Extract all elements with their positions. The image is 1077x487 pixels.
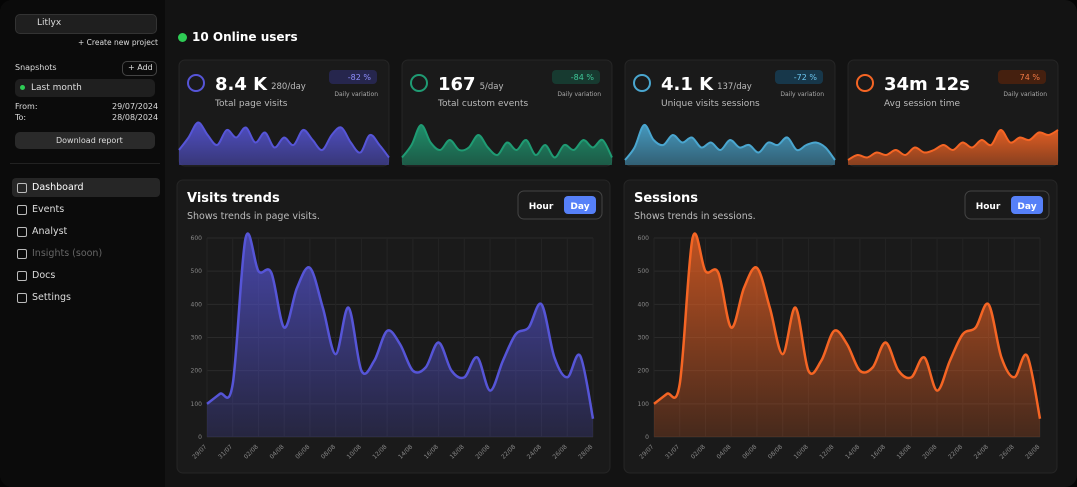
nav-label: Events bbox=[32, 204, 65, 215]
to-date: 28/08/2024 bbox=[112, 113, 159, 122]
sparkline bbox=[624, 124, 836, 161]
online-users: 10 Online users bbox=[192, 30, 298, 44]
snapshots-label: Snapshots bbox=[15, 63, 57, 72]
variation: -82 % bbox=[348, 73, 372, 82]
snapshot-select[interactable] bbox=[15, 79, 155, 97]
nav-label: Dashboard bbox=[32, 182, 84, 193]
from-date: 29/07/2024 bbox=[112, 102, 159, 111]
sparkline-area bbox=[179, 122, 389, 165]
card-icon bbox=[633, 74, 651, 92]
nav-label: Settings bbox=[32, 292, 71, 303]
variation-label: Daily variation bbox=[334, 91, 378, 98]
nav-label: Docs bbox=[32, 270, 56, 281]
create-project[interactable]: + Create new project bbox=[78, 38, 158, 47]
nav-label: Insights (soon) bbox=[32, 248, 103, 259]
toggle-option[interactable]: Hour bbox=[529, 202, 554, 212]
variation-badge bbox=[775, 70, 823, 84]
nav-item[interactable]: Analyst bbox=[12, 222, 160, 241]
chart-title: Sessions bbox=[634, 191, 698, 206]
from-label: From: bbox=[15, 102, 38, 111]
y-tick-label: 100 bbox=[638, 401, 650, 408]
y-tick-label: 500 bbox=[638, 268, 650, 275]
status-dot bbox=[20, 85, 25, 90]
card-value: 167 bbox=[438, 74, 476, 95]
chart-subtitle: Shows trends in page visits. bbox=[187, 211, 320, 222]
download-button[interactable] bbox=[15, 132, 155, 149]
nav-item[interactable]: Insights (soon) bbox=[12, 244, 160, 263]
card-value: 8.4 K bbox=[215, 74, 268, 95]
y-tick-label: 0 bbox=[198, 434, 202, 441]
sparkline bbox=[847, 129, 1059, 161]
project-name: Litlyx bbox=[37, 18, 62, 28]
variation-label: Daily variation bbox=[1003, 91, 1047, 98]
variation-badge bbox=[998, 70, 1046, 84]
online-dot bbox=[178, 33, 187, 42]
add-snapshot[interactable]: + Add bbox=[128, 63, 153, 72]
y-tick-label: 600 bbox=[638, 235, 650, 242]
sparkline bbox=[401, 124, 613, 159]
chart-title: Visits trends bbox=[187, 191, 280, 206]
y-tick-label: 400 bbox=[638, 301, 650, 308]
snapshot: Last month bbox=[31, 83, 82, 93]
nav-item[interactable]: Docs bbox=[12, 266, 160, 285]
sidebar: Litlyx + Create new project Snapshots + … bbox=[0, 0, 165, 487]
sparkline bbox=[178, 121, 390, 159]
project-select[interactable] bbox=[15, 14, 157, 34]
variation: -72 % bbox=[794, 73, 818, 82]
stat-card bbox=[401, 59, 613, 167]
sparkline-area bbox=[402, 124, 612, 165]
y-tick-label: 200 bbox=[191, 368, 203, 375]
card-icon bbox=[856, 74, 874, 92]
card-icon bbox=[187, 74, 205, 92]
card-rate: 5/day bbox=[480, 82, 504, 92]
variation-label: Daily variation bbox=[780, 91, 824, 98]
area bbox=[654, 233, 1040, 437]
card-icon bbox=[410, 74, 428, 92]
chart-subtitle: Shows trends in sessions. bbox=[634, 211, 756, 222]
card-value: 34m 12s bbox=[884, 74, 970, 95]
y-tick-label: 300 bbox=[638, 335, 650, 342]
card-label: Total custom events bbox=[437, 99, 529, 109]
y-tick-label: 100 bbox=[191, 401, 203, 408]
variation: 74 % bbox=[1020, 73, 1041, 82]
card-rate: 137/day bbox=[717, 82, 752, 92]
y-tick-label: 300 bbox=[191, 335, 203, 342]
variation-badge bbox=[552, 70, 600, 84]
nav-item[interactable]: Dashboard bbox=[12, 178, 160, 197]
card-label: Total page visits bbox=[214, 99, 288, 109]
y-tick-label: 200 bbox=[638, 368, 650, 375]
card-rate: 280/day bbox=[271, 82, 306, 92]
toggle-active bbox=[1011, 196, 1043, 214]
sparkline-area bbox=[848, 129, 1058, 165]
toggle-option[interactable]: Hour bbox=[976, 202, 1001, 212]
y-tick-label: 500 bbox=[191, 268, 203, 275]
nav-label: Analyst bbox=[32, 226, 68, 237]
toggle bbox=[964, 190, 1050, 220]
variation: -84 % bbox=[571, 73, 595, 82]
nav-item[interactable]: Settings bbox=[12, 288, 160, 307]
line bbox=[206, 232, 595, 420]
variation-label: Daily variation bbox=[557, 91, 601, 98]
toggle-option[interactable]: Day bbox=[570, 202, 589, 212]
toggle-active bbox=[564, 196, 596, 214]
toggle bbox=[517, 190, 603, 220]
y-tick-label: 0 bbox=[645, 434, 649, 441]
card-label: Avg session time bbox=[884, 99, 961, 109]
y-tick-label: 400 bbox=[191, 301, 203, 308]
y-tick-label: 600 bbox=[191, 235, 203, 242]
card-value: 4.1 K bbox=[661, 74, 714, 95]
variation-badge bbox=[329, 70, 377, 84]
to-label: To: bbox=[15, 113, 27, 122]
nav-item[interactable]: Events bbox=[12, 200, 160, 219]
line bbox=[653, 232, 1042, 420]
sparkline-area bbox=[625, 124, 835, 165]
card-label: Unique visits sessions bbox=[661, 99, 760, 109]
download-label: Download report bbox=[56, 136, 123, 145]
area bbox=[207, 233, 593, 437]
toggle-option[interactable]: Day bbox=[1017, 202, 1036, 212]
